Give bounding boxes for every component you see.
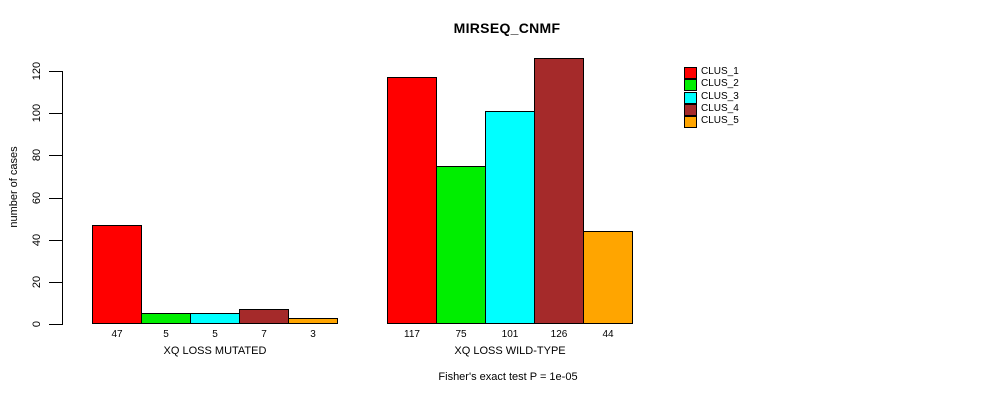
legend-swatch-clus_5 bbox=[684, 116, 697, 128]
bar-clus_1-group1 bbox=[92, 225, 142, 324]
bar-clus_3-group1 bbox=[190, 313, 240, 324]
y-axis-tick-label: 100 bbox=[31, 103, 43, 123]
y-axis-tick bbox=[49, 324, 63, 325]
y-axis-tick-label: 60 bbox=[31, 191, 43, 205]
legend-label: CLUS_2 bbox=[701, 78, 739, 89]
chart-title: MIRSEQ_CNMF bbox=[453, 20, 561, 36]
y-axis-title: number of cases bbox=[8, 146, 20, 228]
bar-clus_5-group1 bbox=[288, 318, 338, 324]
group-label-wildtype: XQ LOSS WILD-TYPE bbox=[454, 345, 566, 357]
bar-value-label: 5 bbox=[212, 329, 218, 340]
legend-swatch-clus_4 bbox=[684, 104, 697, 116]
y-axis-tick bbox=[49, 155, 63, 156]
y-axis-tick bbox=[49, 113, 63, 114]
bar-value-label: 44 bbox=[602, 329, 614, 340]
bar-clus_5-group2 bbox=[583, 231, 633, 324]
bar-value-label: 117 bbox=[404, 329, 420, 340]
group-label-mutated: XQ LOSS MUTATED bbox=[163, 345, 267, 357]
legend-label: CLUS_5 bbox=[701, 115, 739, 126]
bar-value-label: 7 bbox=[261, 329, 267, 340]
bar-value-label: 3 bbox=[310, 329, 316, 340]
bar-clus_3-group2 bbox=[485, 111, 535, 324]
y-axis-tick-label: 120 bbox=[31, 61, 43, 81]
y-axis-tick-label: 20 bbox=[31, 275, 43, 289]
legend-label: CLUS_1 bbox=[701, 66, 739, 77]
bar-value-label: 75 bbox=[455, 329, 467, 340]
bar-clus_2-group1 bbox=[141, 313, 191, 324]
y-axis-tick-label: 0 bbox=[31, 320, 43, 328]
y-axis-tick-label: 40 bbox=[31, 233, 43, 247]
bar-clus_2-group2 bbox=[436, 166, 486, 324]
y-axis-tick bbox=[49, 71, 63, 72]
y-axis-tick bbox=[49, 240, 63, 241]
legend-swatch-clus_2 bbox=[684, 79, 697, 91]
y-axis-tick-label: 80 bbox=[31, 148, 43, 162]
y-axis-tick bbox=[49, 282, 63, 283]
bar-clus_4-group1 bbox=[239, 309, 289, 324]
legend-swatch-clus_1 bbox=[684, 67, 697, 79]
bar-value-label: 5 bbox=[163, 329, 169, 340]
legend-label: CLUS_4 bbox=[701, 103, 739, 114]
bar-value-label: 126 bbox=[550, 329, 568, 340]
bar-clus_4-group2 bbox=[534, 58, 584, 324]
bar-clus_1-group2 bbox=[387, 77, 437, 324]
y-axis-tick bbox=[49, 198, 63, 199]
legend-swatch-clus_3 bbox=[684, 92, 697, 104]
legend-label: CLUS_3 bbox=[701, 91, 739, 102]
fisher-test-note: Fisher's exact test P = 1e-05 bbox=[438, 371, 578, 383]
bar-value-label: 47 bbox=[111, 329, 123, 340]
bar-value-label: 101 bbox=[501, 329, 519, 340]
